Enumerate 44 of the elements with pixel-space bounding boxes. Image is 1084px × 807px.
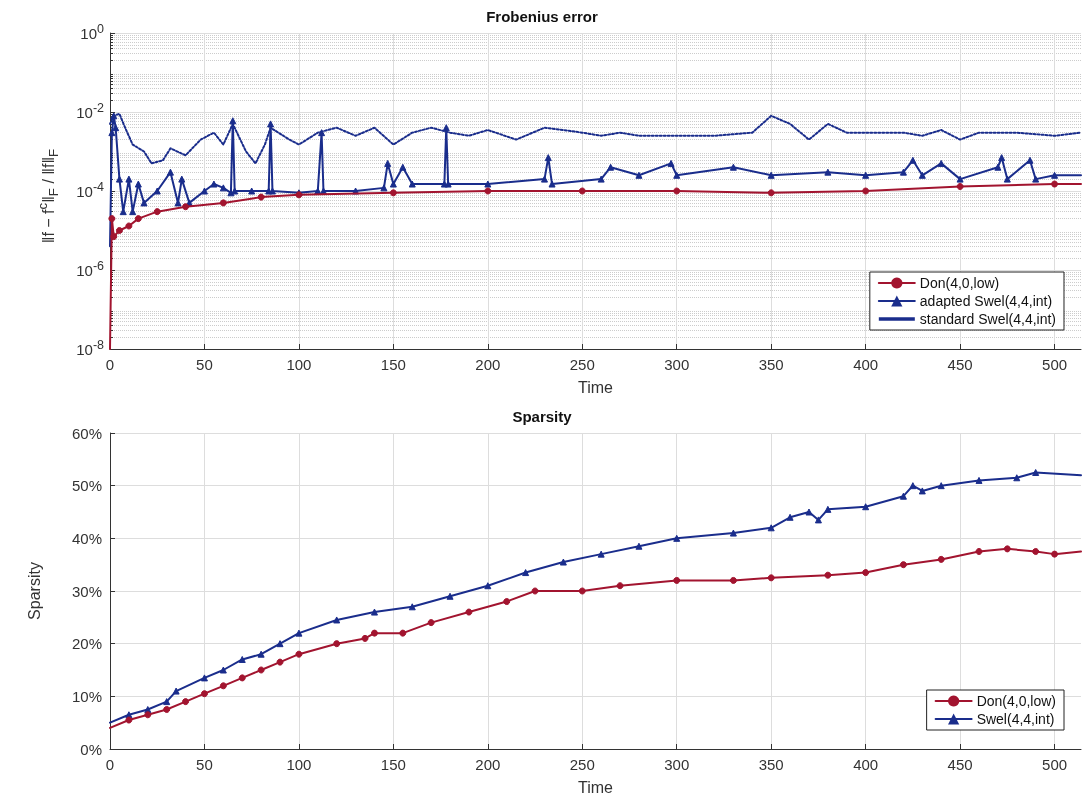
y-tick-label: 50% bbox=[71, 477, 102, 495]
y-tick-label: 10$^{-4}$ bbox=[76, 179, 104, 202]
x-tick-label: 350 bbox=[758, 356, 784, 373]
chart-title: Frobenius error bbox=[486, 8, 599, 25]
y-axis-title: Sparsity bbox=[25, 562, 43, 620]
x-tick-label: 150 bbox=[380, 756, 406, 773]
x-tick-label: 50 bbox=[196, 356, 213, 373]
x-tick-label: 200 bbox=[475, 356, 501, 373]
legend-label: standard Swel(4,4,int) bbox=[919, 311, 1057, 327]
x-tick-label: 150 bbox=[380, 356, 406, 373]
legend-label: Swel(4,4,int) bbox=[976, 711, 1055, 727]
y-tick-label: 10$^{-8}$ bbox=[76, 337, 104, 360]
y-tick-label: 10$^{0}$ bbox=[80, 21, 104, 44]
y-tick-label: 10$^{-2}$ bbox=[76, 100, 104, 123]
x-tick-label: 400 bbox=[853, 356, 879, 373]
x-tick-label: 300 bbox=[664, 356, 690, 373]
chart-title: Sparsity bbox=[512, 408, 573, 425]
x-tick-label: 100 bbox=[286, 756, 312, 773]
y-tick-label: 40% bbox=[71, 529, 102, 547]
x-tick-label: 350 bbox=[758, 756, 784, 773]
legend-label: Don(4,0,low) bbox=[919, 275, 1000, 291]
legend-label: Don(4,0,low) bbox=[976, 693, 1057, 709]
x-tick-label: 0 bbox=[105, 356, 115, 373]
x-tick-label: 100 bbox=[286, 356, 312, 373]
x-tick-label: 50 bbox=[196, 756, 213, 773]
x-tick-label: 250 bbox=[569, 756, 595, 773]
x-tick-label: 450 bbox=[947, 356, 973, 373]
y-tick-label: 30% bbox=[71, 582, 102, 600]
x-tick-label: 500 bbox=[1042, 756, 1068, 773]
x-tick-label: 500 bbox=[1042, 356, 1068, 373]
x-tick-label: 250 bbox=[569, 356, 595, 373]
x-axis-title: Time bbox=[578, 778, 614, 796]
y-tick-label: 10% bbox=[71, 687, 102, 705]
x-tick-label: 300 bbox=[664, 756, 690, 773]
y-tick-label: 0% bbox=[80, 740, 102, 758]
x-tick-label: 200 bbox=[475, 756, 501, 773]
x-tick-label: 400 bbox=[853, 756, 879, 773]
x-tick-label: 0 bbox=[105, 756, 115, 773]
y-tick-label: 10$^{-6}$ bbox=[76, 258, 104, 281]
legend-label: adapted Swel(4,4,int) bbox=[919, 293, 1053, 309]
x-axis-title: Time bbox=[578, 378, 614, 396]
y-tick-label: 20% bbox=[71, 635, 102, 653]
y-tick-label: 60% bbox=[71, 424, 102, 442]
x-tick-label: 450 bbox=[947, 756, 973, 773]
